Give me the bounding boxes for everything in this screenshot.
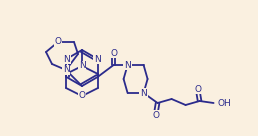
Text: OH: OH <box>217 98 231 107</box>
Text: O: O <box>194 84 201 94</box>
Text: N: N <box>63 55 70 64</box>
Text: O: O <box>54 38 61 47</box>
Text: N: N <box>94 55 101 64</box>
Text: N: N <box>140 89 147 98</box>
Text: O: O <box>78 92 85 101</box>
Text: N: N <box>63 66 69 75</box>
Text: O: O <box>152 110 159 120</box>
Text: N: N <box>79 61 85 70</box>
Text: N: N <box>124 61 131 69</box>
Text: O: O <box>110 49 117 58</box>
